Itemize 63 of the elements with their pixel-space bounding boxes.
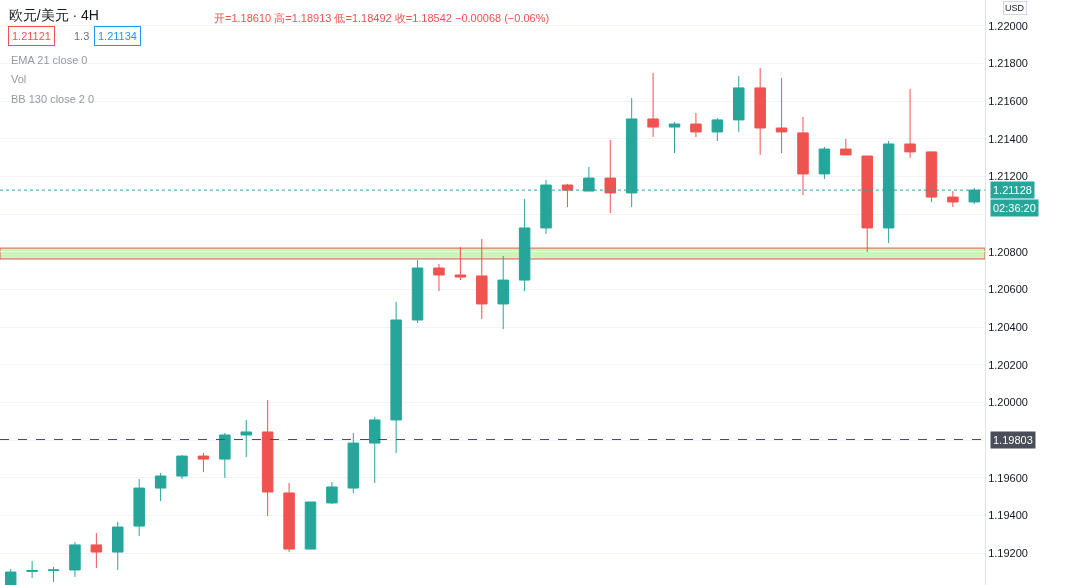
candlestick [326, 481, 338, 505]
candlestick [197, 452, 210, 473]
candlestick [690, 112, 702, 138]
text: 开=1.18610 高=1.18913 低=1.18492 收=1.18542 −0.00068 (−0.06%) [214, 12, 550, 24]
annotation: EMA 21 close 0 [11, 54, 88, 66]
y-axis-title: USD [1005, 3, 1025, 13]
candlestick [368, 416, 381, 484]
annotation: 1.21121 [12, 30, 51, 42]
candlestick [47, 566, 60, 583]
text: 02:36:20 [993, 202, 1036, 214]
y-tick-label: 1.22000 [988, 19, 1028, 32]
candlestick [283, 482, 295, 553]
y-tick-label: 1.20200 [988, 358, 1028, 371]
text: 欧元/美元 · 4H [8, 6, 99, 23]
candlestick [154, 472, 167, 502]
candlestick [797, 116, 809, 196]
candlestick [176, 454, 188, 480]
y-tick-label: 1.20400 [988, 320, 1028, 333]
annotation: BB 130 close 2 0 [11, 93, 95, 105]
candlestick [240, 419, 252, 458]
annotation: 1.21134 [98, 30, 137, 42]
candlestick [604, 139, 617, 214]
candlestick [219, 432, 231, 479]
y-tick-label: 1.19200 [988, 546, 1028, 559]
candlestick [754, 67, 766, 156]
candlestick [112, 521, 124, 571]
candlestick [904, 88, 916, 159]
candlestick [390, 301, 402, 454]
candlestick [497, 255, 509, 330]
candlestick [668, 121, 681, 154]
candlestick [433, 263, 445, 292]
candlestick [518, 198, 531, 292]
y-tick-label: 1.20000 [988, 396, 1028, 409]
candlestick [561, 183, 574, 208]
candlestick [647, 72, 659, 138]
candlestick [304, 501, 317, 550]
candlestick [411, 259, 424, 324]
candlestick [4, 568, 17, 585]
y-tick-label: 1.21800 [988, 57, 1028, 70]
candlestick [947, 190, 959, 208]
candlestick [711, 117, 724, 142]
y-tick-label: 1.20600 [988, 283, 1028, 296]
y-tick-label: 1.20800 [988, 245, 1028, 258]
candlestick [261, 399, 274, 517]
candlestick [733, 75, 745, 133]
candlestick [347, 432, 360, 494]
y-tick-label: 1.21200 [988, 170, 1028, 183]
y-tick-label: 1.19600 [988, 471, 1028, 484]
candlestick [840, 138, 852, 156]
candlestick [818, 146, 831, 180]
y-tick-label: 1.21400 [988, 132, 1028, 145]
candlestick [925, 151, 938, 203]
annotation: 1.3 [74, 30, 90, 42]
y-tick-label: 1.19400 [988, 509, 1028, 522]
candlestick [133, 478, 145, 537]
candlestick [69, 541, 81, 578]
candlestick [775, 77, 788, 154]
ref-line-label: 1.21128 [993, 184, 1032, 196]
annotation: Vol [11, 73, 27, 85]
y-tick-label: 1.21600 [988, 95, 1028, 108]
ref-line-label: 1.19803 [993, 434, 1033, 446]
candlestick [26, 560, 38, 579]
candlestick [90, 532, 103, 569]
